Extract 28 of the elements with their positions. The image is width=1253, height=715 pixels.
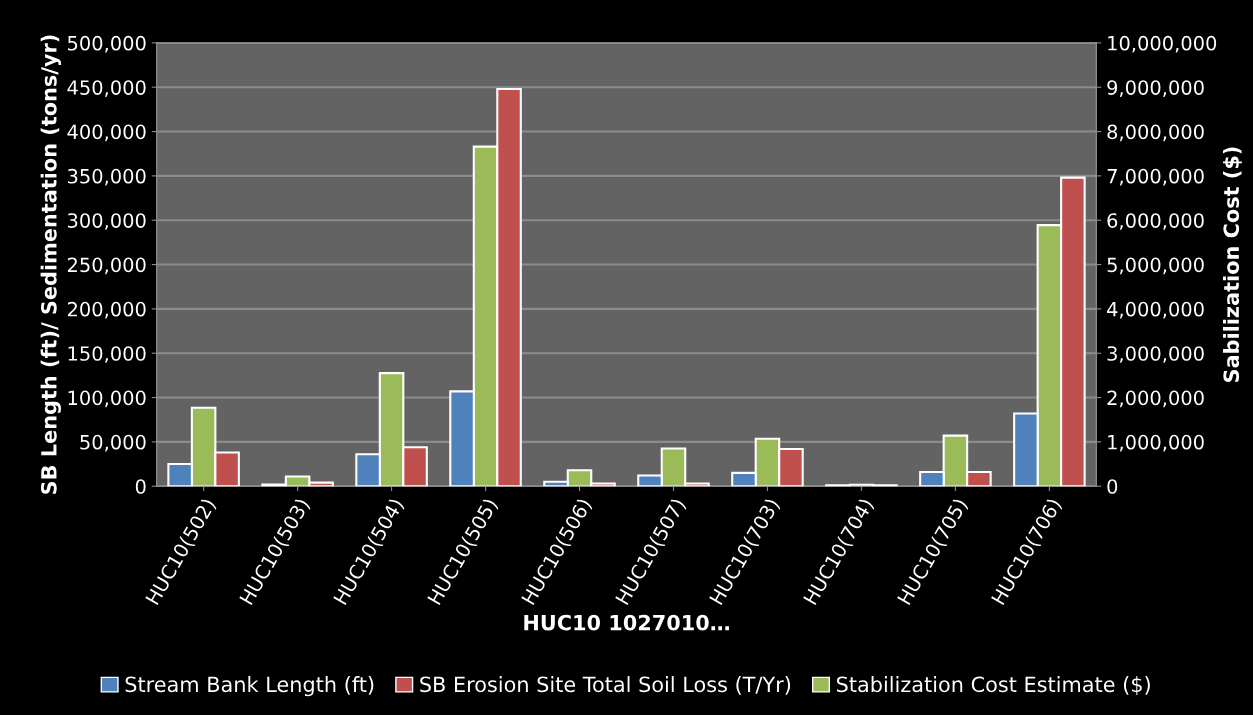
y2-axis-title: Sabilization Cost ($) — [1222, 147, 1242, 382]
y-tick-label: 350,000 — [67, 168, 146, 186]
y-tick-label: 200,000 — [67, 301, 146, 319]
y-tick-label: 250,000 — [67, 257, 146, 275]
y2-tick-label: 9,000,000 — [1107, 80, 1204, 97]
y-tick-label: 150,000 — [68, 346, 146, 363]
y2-tick-label: 8,000,000 — [1107, 124, 1204, 142]
y-tick-label: 400,000 — [67, 124, 146, 142]
y-tick-label: 50,000 — [80, 434, 146, 452]
legend-label: SB Erosion Site Total Soil Loss (T/Yr) — [420, 676, 791, 695]
y2-tick-label: 3,000,000 — [1107, 346, 1204, 363]
legend-label: Stabilization Cost Estimate ($) — [836, 676, 1150, 695]
y-tick-label: 100,000 — [68, 390, 146, 408]
legend-label: Stream Bank Length (ft) — [125, 676, 374, 697]
y-tick-label: 500,000 — [67, 35, 146, 53]
y2-tick-label: 1,000,000 — [1108, 434, 1204, 452]
y2-tick-label: 7,000,000 — [1107, 168, 1204, 186]
y-axis-title: SB Length (ft)/ Sedimentation (tons/yr) — [40, 35, 61, 494]
y2-tick-label: 6,000,000 — [1107, 213, 1204, 230]
x-axis-title: HUC10 1027010… — [524, 614, 729, 631]
y-tick-label: 450,000 — [67, 80, 146, 97]
y2-tick-label: 10,000,000 — [1108, 35, 1217, 53]
y2-tick-label: 2,000,000 — [1107, 390, 1204, 408]
y-tick-label: 300,000 — [67, 213, 146, 230]
y2-tick-label: 4,000,000 — [1107, 301, 1204, 319]
y2-tick-label: 5,000,000 — [1107, 257, 1204, 275]
y-tick-label: 0 — [135, 479, 146, 494]
y2-tick-label: 0 — [1107, 479, 1118, 494]
